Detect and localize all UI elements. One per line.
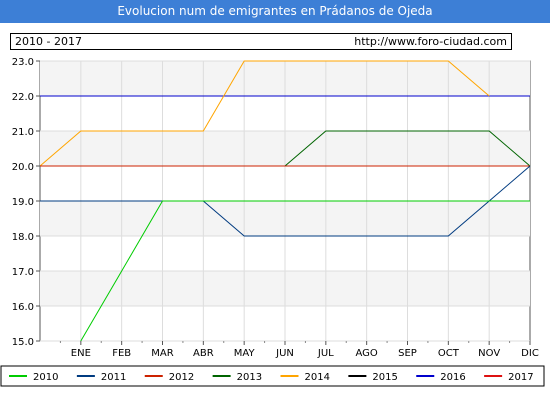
x-tick-label: AGO: [356, 348, 378, 359]
x-tick-label: NOV: [478, 348, 500, 359]
y-tick-label: 15.0: [12, 337, 34, 348]
y-tick-label: 18.0: [12, 232, 34, 243]
legend: 2010 2011 2012 2013 2014 2015 2016 2017: [9, 372, 534, 383]
x-tick-label: OCT: [438, 348, 460, 359]
y-tick-label: 19.0: [12, 197, 34, 208]
legend-label-2014: 2014: [305, 372, 330, 383]
info-box: 2010 - 2017 http://www.foro-ciudad.com: [10, 33, 512, 50]
legend-label-2010: 2010: [33, 372, 58, 383]
x-tick-label: ABR: [193, 348, 214, 359]
x-tick-label: JUL: [317, 348, 334, 359]
y-axis-ticks: 15.0 16.0 17.0 18.0 19.0 20.0 21.0 22.0 23.0: [12, 57, 40, 348]
series-layer: [39, 60, 531, 342]
year-range-label: 2010 - 2017: [15, 35, 82, 48]
y-tick-label: 21.0: [12, 127, 34, 138]
chart-title: Evolucion num de emigrantes en Prádanos …: [0, 0, 550, 23]
legend-label-2013: 2013: [237, 372, 262, 383]
x-tick-label: FEB: [112, 348, 131, 359]
legend-label-2016: 2016: [440, 372, 465, 383]
x-axis-ticks: ENE FEB MAR ABR MAY JUN JUL AGO SEP OCT NOV DIC: [59, 341, 539, 359]
x-tick-label: JUN: [275, 348, 294, 359]
y-tick-label: 16.0: [12, 302, 34, 313]
series-line-2010: [80, 200, 530, 342]
x-tick-label: SEP: [398, 348, 417, 359]
y-tick-label: 17.0: [12, 267, 34, 278]
y-tick-label: 23.0: [12, 57, 34, 68]
legend-label-2017: 2017: [508, 372, 533, 383]
site-url-link[interactable]: http://www.foro-ciudad.com: [354, 35, 507, 48]
series-line-2011: [40, 165, 531, 237]
x-tick-label: DIC: [521, 348, 539, 359]
y-tick-label: 20.0: [12, 162, 34, 173]
y-tick-label: 22.0: [12, 92, 34, 103]
legend-label-2011: 2011: [101, 372, 126, 383]
legend-box: [0, 365, 545, 387]
series-line-2014: [39, 60, 490, 167]
x-tick-label: MAR: [151, 348, 173, 359]
x-tick-label: MAY: [234, 348, 256, 359]
legend-label-2012: 2012: [169, 372, 194, 383]
legend-label-2015: 2015: [372, 372, 397, 383]
x-tick-label: ENE: [71, 348, 91, 359]
